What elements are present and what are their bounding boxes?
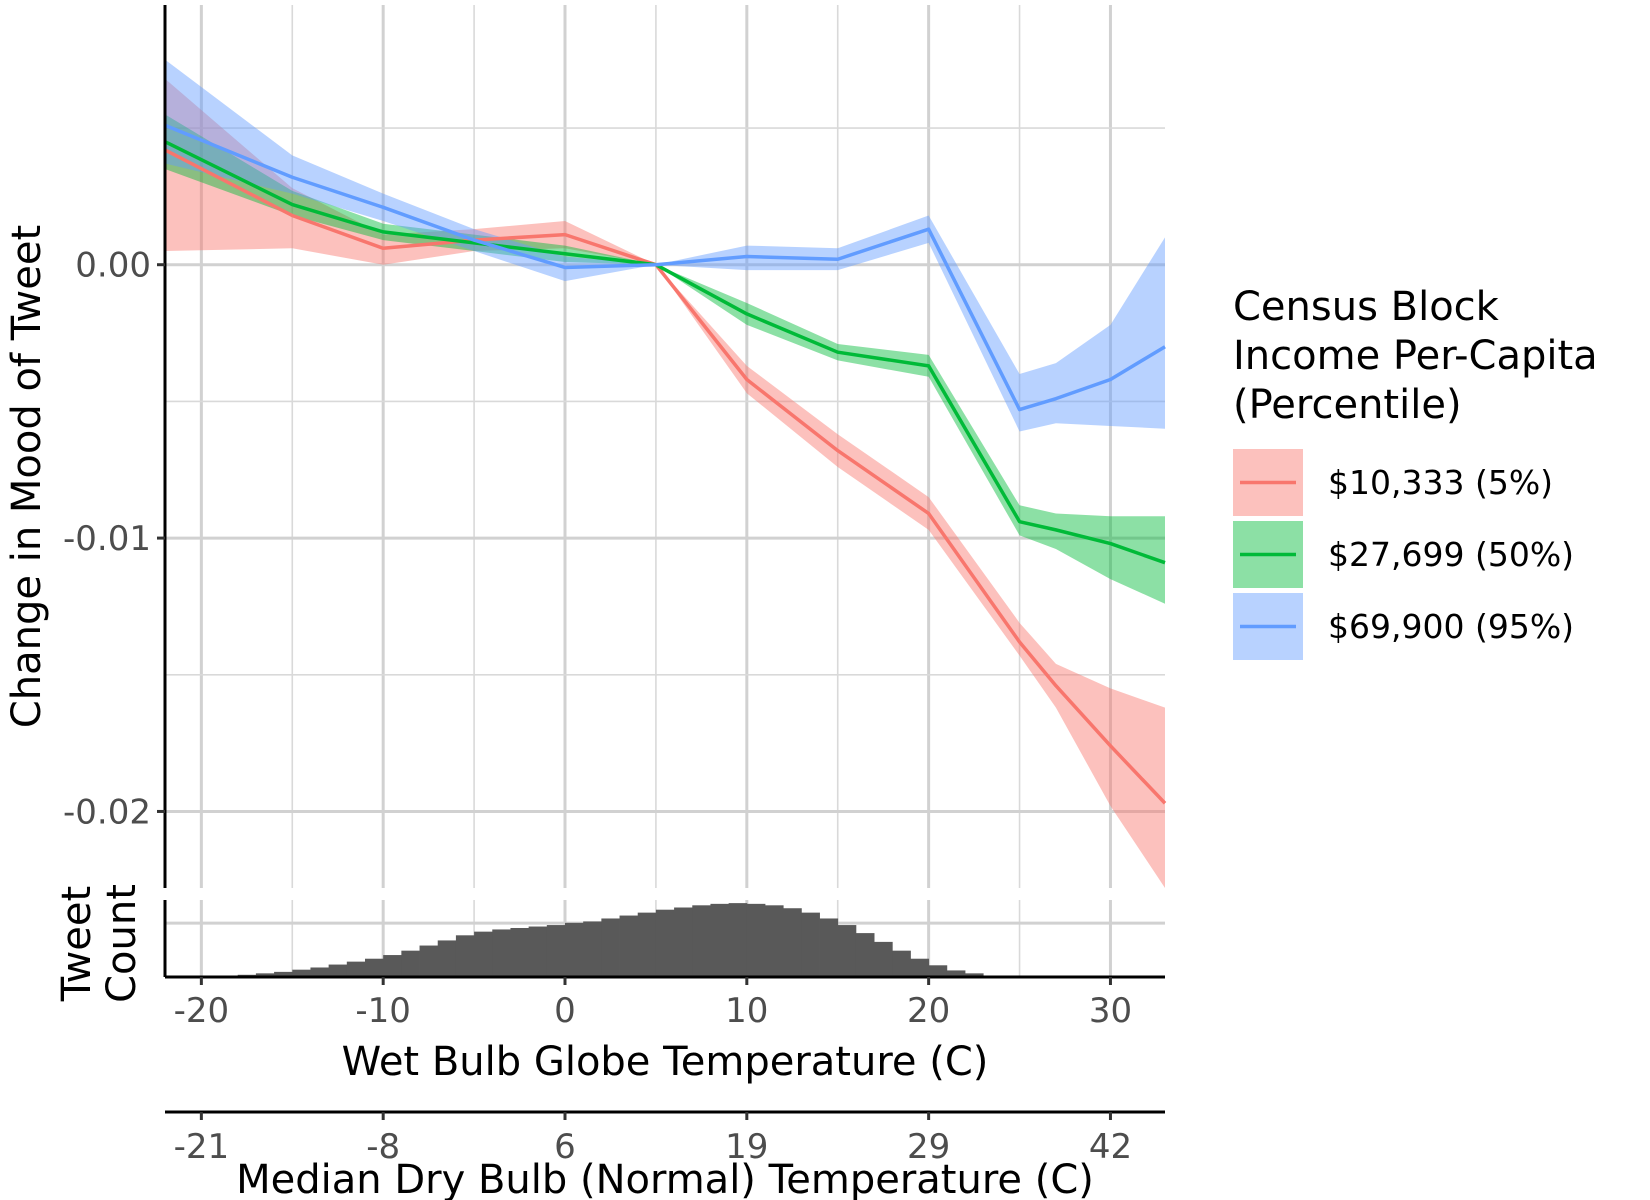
histogram-bar <box>746 903 766 977</box>
histogram-bar <box>892 950 911 977</box>
histogram-bar <box>310 967 330 977</box>
histogram-bar <box>255 973 275 977</box>
histogram-bar <box>419 945 439 977</box>
histogram-bar <box>710 903 730 977</box>
series-lines <box>164 123 1167 805</box>
secondary-axis: -21 -8 6 19 29 42 Median Dry Bulb (Normal) Te… <box>165 1110 1165 1200</box>
line-series-1 <box>164 148 1167 805</box>
histogram-bar <box>910 958 930 977</box>
secondary-axis-ticks: -21 -8 6 19 29 42 <box>174 1112 1132 1167</box>
histogram-bar <box>546 925 566 977</box>
histogram-bar <box>474 931 493 977</box>
histogram-y-title-line-2: Count <box>99 884 145 1003</box>
histogram-bar <box>928 965 948 977</box>
histogram-bar <box>510 927 530 977</box>
histogram-bar <box>674 907 693 977</box>
histogram-bar <box>874 941 893 977</box>
histogram-bar <box>855 933 875 977</box>
histogram-bar <box>492 929 511 977</box>
histogram-y-title-line-1: Tweet <box>54 886 100 1002</box>
histogram-bar <box>401 950 420 977</box>
histogram-bar <box>455 935 475 977</box>
x-tick-label: 0 <box>554 991 576 1031</box>
x-tick-label: 10 <box>725 991 768 1031</box>
line-series-2 <box>164 140 1166 565</box>
legend: Census Block Income Per-Capita (Percenti… <box>1233 284 1598 660</box>
histogram-bar <box>601 918 620 977</box>
histogram-bar <box>765 905 784 977</box>
histogram-bar <box>637 912 657 977</box>
histogram-bar <box>619 915 639 977</box>
y-axis-title: Change in Mood of Tweet <box>4 225 50 728</box>
y-ticks: 0.00 -0.01 -0.02 <box>63 246 165 832</box>
secondary-tick-label: -8 <box>366 1127 400 1167</box>
histogram-bar <box>292 969 311 977</box>
histogram-bar <box>728 903 748 977</box>
histogram-bar <box>837 925 857 977</box>
histogram-bar <box>965 973 984 977</box>
main-gridlines <box>165 5 1165 888</box>
legend-label: $69,900 (95%) <box>1328 607 1574 646</box>
histogram-panel: -20 -10 0 10 20 30 <box>163 900 1165 1031</box>
histogram-bar <box>528 926 548 977</box>
secondary-tick-label: 42 <box>1089 1127 1132 1167</box>
histogram-bar <box>819 918 839 977</box>
histogram-bar <box>692 905 711 977</box>
x-axis-title: Wet Bulb Globe Temperature (C) <box>342 1039 989 1085</box>
x-tick-label: 20 <box>907 991 950 1031</box>
histogram-bar <box>383 955 402 977</box>
secondary-tick-label: 29 <box>907 1127 950 1167</box>
x-ticks: -20 -10 0 10 20 30 <box>174 977 1132 1031</box>
x-tick-label: 30 <box>1089 991 1132 1031</box>
y-tick-label: -0.02 <box>63 792 151 832</box>
legend-title-line-1: Census Block <box>1233 284 1500 330</box>
histogram-bar <box>655 909 675 977</box>
y-tick-label: -0.01 <box>63 519 151 559</box>
line-series-3 <box>164 123 1166 412</box>
secondary-tick-label: 19 <box>725 1127 768 1167</box>
x-tick-label: -20 <box>174 991 230 1031</box>
histogram-bar <box>565 922 584 977</box>
histogram-bar <box>346 961 366 977</box>
histogram-bar <box>946 970 966 977</box>
secondary-tick-label: 6 <box>554 1127 576 1167</box>
histogram-bar <box>583 921 602 977</box>
histogram-bar <box>328 964 348 977</box>
histogram-bar <box>365 958 384 977</box>
legend-keys: $10,333 (5%) $27,699 (50%) $69,900 (95%) <box>1233 449 1574 660</box>
histogram-bars <box>201 903 1020 977</box>
legend-label: $10,333 (5%) <box>1328 463 1553 502</box>
histogram-bar <box>801 912 820 977</box>
x-tick-label: -10 <box>355 991 411 1031</box>
legend-title-line-2: Income Per-Capita <box>1233 333 1598 379</box>
histogram-bar <box>437 940 457 977</box>
legend-title-line-3: (Percentile) <box>1233 382 1462 428</box>
histogram-bar <box>783 908 802 977</box>
y-tick-label: 0.00 <box>75 246 151 286</box>
secondary-axis-title: Median Dry Bulb (Normal) Temperature (C) <box>236 1157 1094 1200</box>
legend-label: $27,699 (50%) <box>1328 535 1574 574</box>
main-panel: 0.00 -0.01 -0.02 <box>63 5 1167 888</box>
histogram-bar <box>274 971 293 977</box>
secondary-tick-label: -21 <box>174 1127 230 1167</box>
